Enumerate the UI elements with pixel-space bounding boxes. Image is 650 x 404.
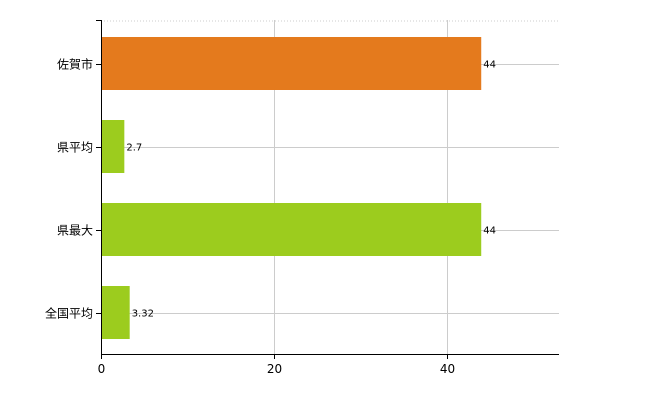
y-tick-label-3: 全国平均 [45,306,93,321]
bar-1 [101,120,125,173]
bar-layer [101,37,482,339]
x-tick-label-2: 40 [440,362,455,376]
data-label-0: 44 [483,60,496,71]
y-tick-label-2: 県最大 [57,224,93,238]
y-tick-label-1: 県平均 [57,141,93,155]
data-label-1: 2.7 [126,143,142,154]
data-label-3: 3.32 [132,309,154,320]
axis-layer [96,20,559,359]
data-label-2: 44 [483,226,496,237]
bar-2 [101,203,482,256]
y-tick-label-0: 佐賀市 [57,57,93,72]
x-tick-label-1: 20 [267,362,282,376]
x-tick-label-0: 0 [98,362,106,376]
bar-0 [101,37,482,90]
bar-3 [101,286,130,339]
